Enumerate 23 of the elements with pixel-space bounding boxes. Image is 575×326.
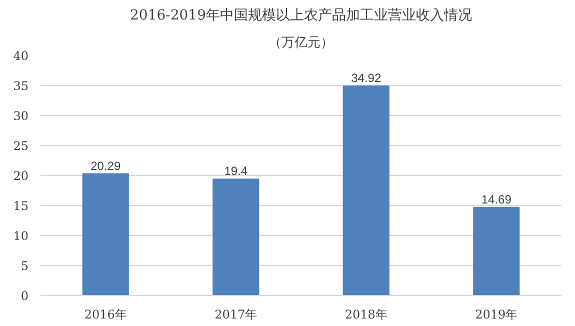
chart-title: 2016-2019年中国规模以上农产品加工业营业收入情况 <box>130 8 472 24</box>
data-label: 34.92 <box>351 70 382 85</box>
y-tick-label: 30 <box>13 109 29 123</box>
y-tick-label: 40 <box>13 49 29 63</box>
y-tick-label: 0 <box>20 289 29 303</box>
y-tick-label: 35 <box>13 79 29 93</box>
bar <box>82 173 129 296</box>
data-label: 19.4 <box>224 164 248 178</box>
x-tick-label: 2017年 <box>214 308 258 322</box>
bar <box>212 178 260 296</box>
x-tick-label: 2016年 <box>84 308 127 322</box>
y-tick-label: 5 <box>20 259 29 273</box>
bar <box>342 85 390 296</box>
x-tick-label: 2018年 <box>344 308 388 322</box>
y-tick-label: 15 <box>13 199 29 213</box>
chart-subtitle: （万亿元） <box>268 36 334 50</box>
y-tick-label: 20 <box>13 169 29 183</box>
x-tick-label: 2019年 <box>475 308 518 322</box>
data-label: 14.69 <box>481 192 512 206</box>
y-tick-label: 10 <box>13 229 29 243</box>
bar <box>473 206 520 296</box>
data-label: 20.29 <box>90 158 121 173</box>
y-tick-label: 25 <box>13 139 29 153</box>
